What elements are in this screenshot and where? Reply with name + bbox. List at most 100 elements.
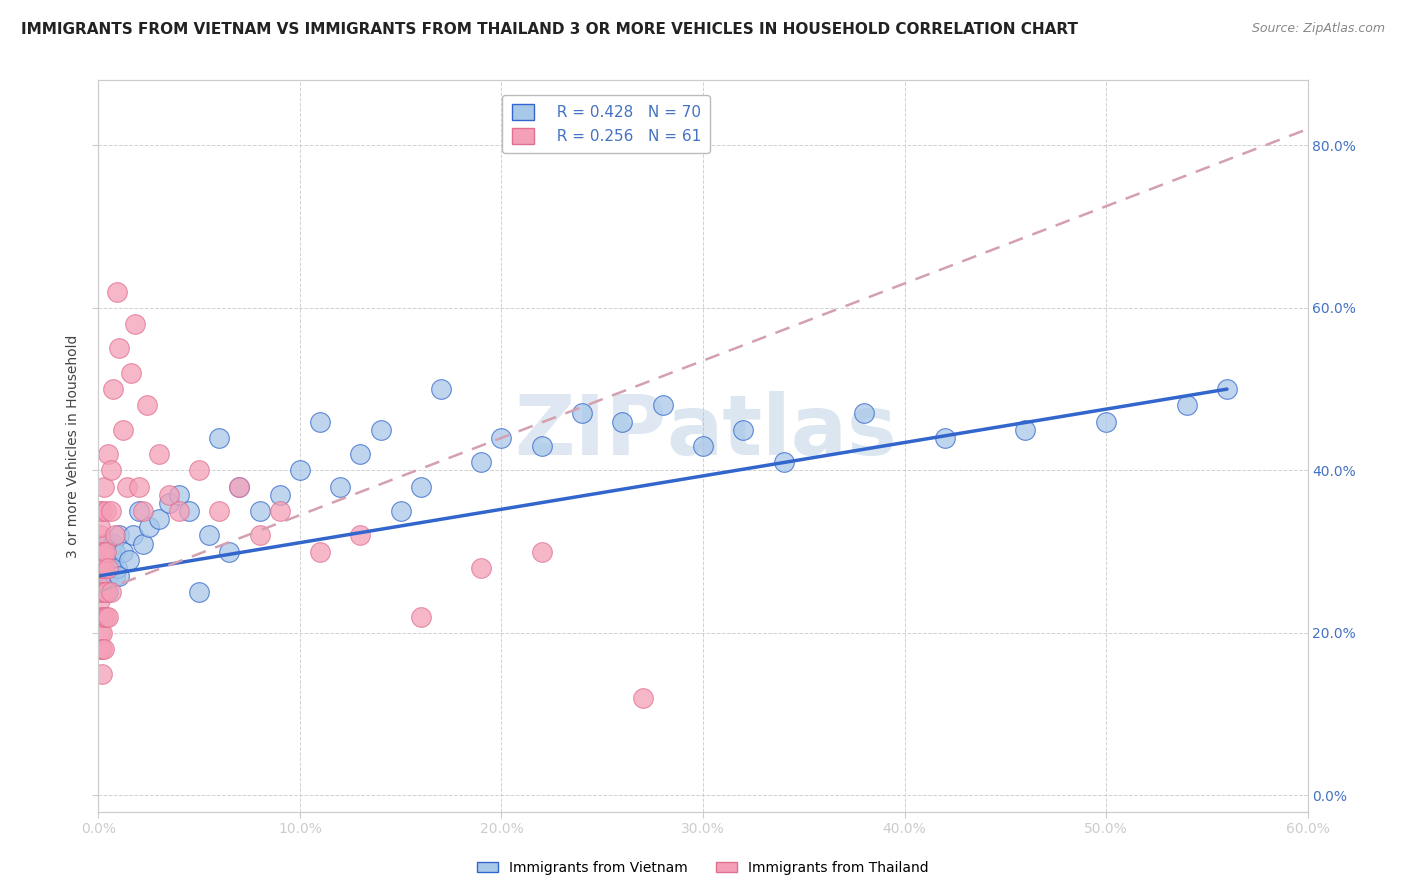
Point [96, 569, 118, 583]
Point [93, 609, 115, 624]
Point [208, 431, 231, 445]
Point [96, 504, 118, 518]
Text: ZIP: ZIP [515, 391, 666, 472]
Point [89, 544, 111, 558]
Point [91, 585, 114, 599]
Point [228, 480, 250, 494]
Point [97, 561, 120, 575]
Point [188, 585, 211, 599]
Point [132, 536, 155, 550]
Point [179, 504, 201, 518]
Point [111, 423, 134, 437]
Point [934, 431, 956, 445]
Point [470, 455, 492, 469]
Point [97, 569, 120, 583]
Point [89, 561, 111, 575]
Point [530, 544, 553, 558]
Point [93, 561, 115, 575]
Point [93, 544, 115, 558]
Point [470, 561, 492, 575]
Point [128, 504, 150, 518]
Point [93, 480, 115, 494]
Point [128, 480, 150, 494]
Point [228, 480, 250, 494]
Point [97, 609, 120, 624]
Point [1095, 415, 1118, 429]
Point [100, 463, 122, 477]
Point [89, 593, 111, 607]
Point [167, 488, 190, 502]
Point [491, 431, 513, 445]
Point [96, 609, 118, 624]
Point [309, 544, 332, 558]
Point [107, 528, 129, 542]
Point [1175, 398, 1198, 412]
Point [93, 585, 115, 599]
Point [89, 642, 111, 657]
Point [148, 512, 170, 526]
Point [96, 561, 118, 575]
Point [853, 407, 876, 421]
Point [138, 520, 160, 534]
Text: Source: ZipAtlas.com: Source: ZipAtlas.com [1251, 22, 1385, 36]
Point [89, 504, 111, 518]
Point [91, 626, 114, 640]
Point [1014, 423, 1036, 437]
Point [101, 382, 124, 396]
Point [772, 455, 794, 469]
Point [91, 609, 114, 624]
Point [103, 544, 125, 558]
Point [101, 536, 124, 550]
Point [157, 488, 180, 502]
Point [89, 569, 111, 583]
Point [430, 382, 453, 396]
Point [89, 626, 111, 640]
Point [91, 544, 114, 558]
Point [612, 415, 634, 429]
Point [93, 569, 115, 583]
Point [651, 398, 673, 412]
Point [105, 285, 128, 299]
Legend: Immigrants from Vietnam, Immigrants from Thailand: Immigrants from Vietnam, Immigrants from… [472, 855, 934, 880]
Legend:   R = 0.428   N = 70,   R = 0.256   N = 61: R = 0.428 N = 70, R = 0.256 N = 61 [502, 95, 710, 153]
Point [631, 690, 654, 705]
Point [208, 504, 231, 518]
Point [111, 544, 134, 558]
Point [91, 561, 114, 575]
Point [91, 536, 114, 550]
Point [93, 561, 115, 575]
Point [89, 585, 111, 599]
Point [96, 585, 118, 599]
Point [148, 447, 170, 461]
Point [96, 544, 118, 558]
Point [100, 561, 122, 575]
Point [91, 569, 114, 583]
Point [107, 569, 129, 583]
Point [91, 577, 114, 591]
Point [97, 544, 120, 558]
Point [188, 463, 211, 477]
Point [530, 439, 553, 453]
Point [269, 488, 291, 502]
Point [309, 415, 332, 429]
Point [96, 553, 118, 567]
Point [135, 398, 157, 412]
Point [269, 504, 291, 518]
Text: IMMIGRANTS FROM VIETNAM VS IMMIGRANTS FROM THAILAND 3 OR MORE VEHICLES IN HOUSEH: IMMIGRANTS FROM VIETNAM VS IMMIGRANTS FR… [21, 22, 1078, 37]
Point [349, 528, 371, 542]
Point [100, 544, 122, 558]
Point [96, 536, 118, 550]
Point [409, 609, 432, 624]
Point [89, 609, 111, 624]
Point [91, 561, 114, 575]
Point [103, 528, 125, 542]
Point [692, 439, 714, 453]
Point [157, 496, 180, 510]
Text: atlas: atlas [666, 391, 897, 472]
Point [93, 577, 115, 591]
Point [91, 642, 114, 657]
Point [370, 423, 392, 437]
Point [124, 317, 146, 331]
Point [97, 553, 120, 567]
Point [288, 463, 311, 477]
